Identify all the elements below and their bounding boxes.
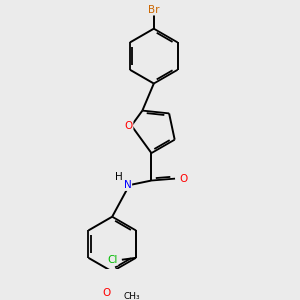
Text: Cl: Cl xyxy=(107,255,118,265)
Text: CH₃: CH₃ xyxy=(124,292,140,300)
Text: O: O xyxy=(102,287,111,298)
Text: Br: Br xyxy=(148,4,160,15)
Text: H: H xyxy=(115,172,122,182)
Text: N: N xyxy=(124,180,131,190)
Text: O: O xyxy=(124,121,133,130)
Text: O: O xyxy=(179,174,188,184)
